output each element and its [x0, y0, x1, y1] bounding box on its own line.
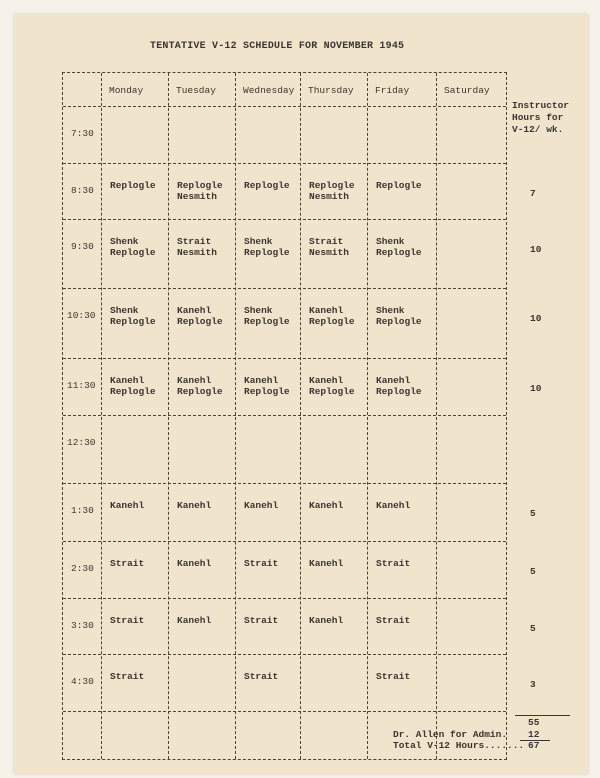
document-title: TENTATIVE V-12 SCHEDULE FOR NOVEMBER 194…: [150, 41, 405, 52]
schedule-cell: Replogle: [110, 180, 156, 191]
time-label: 8:30: [71, 185, 94, 196]
schedule-cell: Strait: [110, 615, 145, 626]
schedule-cell: Kanehl: [244, 500, 279, 511]
schedule-cell: Replogle: [244, 180, 290, 191]
day-header-wednesday: Wednesday: [243, 85, 295, 96]
time-label: 2:30: [71, 563, 94, 574]
instructor-hours: 10: [530, 244, 542, 255]
time-label: 3:30: [71, 620, 94, 631]
schedule-cell: Strait: [376, 615, 411, 626]
schedule-table: Monday Tuesday Wednesday Thursday Friday Satu…: [62, 72, 507, 760]
day-header-thursday: Thursday: [308, 85, 354, 96]
day-header-friday: Friday: [375, 85, 410, 96]
schedule-cell: Kanehl: [376, 500, 411, 511]
schedule-cell: Kanehl Replogle: [244, 375, 290, 397]
schedule-cell: Kanehl Replogle: [110, 375, 156, 397]
total-hours: 67: [528, 740, 540, 751]
schedule-cell: Kanehl Replogle: [309, 375, 355, 397]
schedule-cell: Replogle: [376, 180, 422, 191]
time-label: 7:30: [71, 128, 94, 139]
row-divider: [63, 358, 506, 359]
schedule-cell: Kanehl Replogle: [309, 305, 355, 327]
instructor-hours-header: Instructor Hours for V-12/ wk.: [512, 100, 569, 136]
instructor-hours: 10: [530, 313, 542, 324]
total-rule: [515, 715, 570, 716]
schedule-cell: Strait: [376, 671, 411, 682]
schedule-cell: Shenk Replogle: [376, 236, 422, 258]
instructor-hours: 10: [530, 383, 542, 394]
column-divider: [101, 73, 102, 759]
schedule-cell: Kanehl Replogle: [376, 375, 422, 397]
schedule-cell: Strait: [110, 671, 145, 682]
row-divider: [63, 654, 506, 655]
schedule-cell: Shenk Replogle: [244, 305, 290, 327]
sum-rule: [520, 740, 550, 741]
total-label: Total V-12 Hours.......: [393, 740, 525, 751]
schedule-cell: Kanehl: [177, 558, 212, 569]
instructor-header-line: Hours for: [512, 112, 564, 123]
schedule-cell: Shenk Replogle: [376, 305, 422, 327]
column-divider: [367, 73, 368, 759]
schedule-cell: Kanehl Replogle: [177, 375, 223, 397]
schedule-cell: Kanehl: [309, 558, 344, 569]
instructor-header-line: V-12/ wk.: [512, 124, 564, 135]
schedule-cell: Shenk Replogle: [244, 236, 290, 258]
schedule-cell: Strait Nesmith: [177, 236, 217, 258]
column-divider: [235, 73, 236, 759]
instructor-hours: 5: [530, 566, 536, 577]
time-label: 11:30: [67, 380, 96, 391]
row-divider: [63, 483, 506, 484]
schedule-cell: Kanehl: [309, 500, 344, 511]
instructor-hours: 5: [530, 508, 536, 519]
schedule-cell: Kanehl: [110, 500, 145, 511]
day-header-saturday: Saturday: [444, 85, 490, 96]
schedule-cell: Strait: [376, 558, 411, 569]
time-label: 9:30: [71, 241, 94, 252]
column-divider: [168, 73, 169, 759]
time-label: 10:30: [67, 310, 96, 321]
document-page: [14, 14, 588, 774]
schedule-cell: Replogle Nesmith: [177, 180, 223, 202]
day-header-monday: Monday: [109, 85, 144, 96]
row-divider: [63, 288, 506, 289]
instructor-header-line: Instructor: [512, 100, 570, 111]
schedule-cell: Strait: [244, 558, 279, 569]
schedule-cell: Strait: [110, 558, 145, 569]
day-header-tuesday: Tuesday: [176, 85, 216, 96]
schedule-cell: Strait: [244, 671, 279, 682]
row-divider: [63, 541, 506, 542]
admin-label: Dr. Allen for Admin.: [393, 729, 508, 740]
schedule-cell: Kanehl: [177, 615, 212, 626]
row-divider: [63, 163, 506, 164]
row-divider: [63, 106, 506, 107]
schedule-cell: Strait: [244, 615, 279, 626]
schedule-cell: Strait Nesmith: [309, 236, 349, 258]
time-label: 12:30: [67, 437, 96, 448]
row-divider: [63, 711, 506, 712]
row-divider: [63, 415, 506, 416]
instructor-hours: 5: [530, 623, 536, 634]
subtotal-hours: 55: [528, 717, 540, 728]
column-divider: [436, 73, 437, 759]
time-label: 1:30: [71, 505, 94, 516]
schedule-cell: Kanehl: [309, 615, 344, 626]
schedule-cell: Shenk Replogle: [110, 305, 156, 327]
admin-hours: 12: [528, 729, 540, 740]
schedule-cell: Kanehl Replogle: [177, 305, 223, 327]
time-label: 4:30: [71, 676, 94, 687]
schedule-cell: Shenk Replogle: [110, 236, 156, 258]
row-divider: [63, 219, 506, 220]
row-divider: [63, 598, 506, 599]
instructor-hours: 3: [530, 679, 536, 690]
schedule-cell: Replogle Nesmith: [309, 180, 355, 202]
column-divider: [300, 73, 301, 759]
instructor-hours: 7: [530, 188, 536, 199]
schedule-cell: Kanehl: [177, 500, 212, 511]
